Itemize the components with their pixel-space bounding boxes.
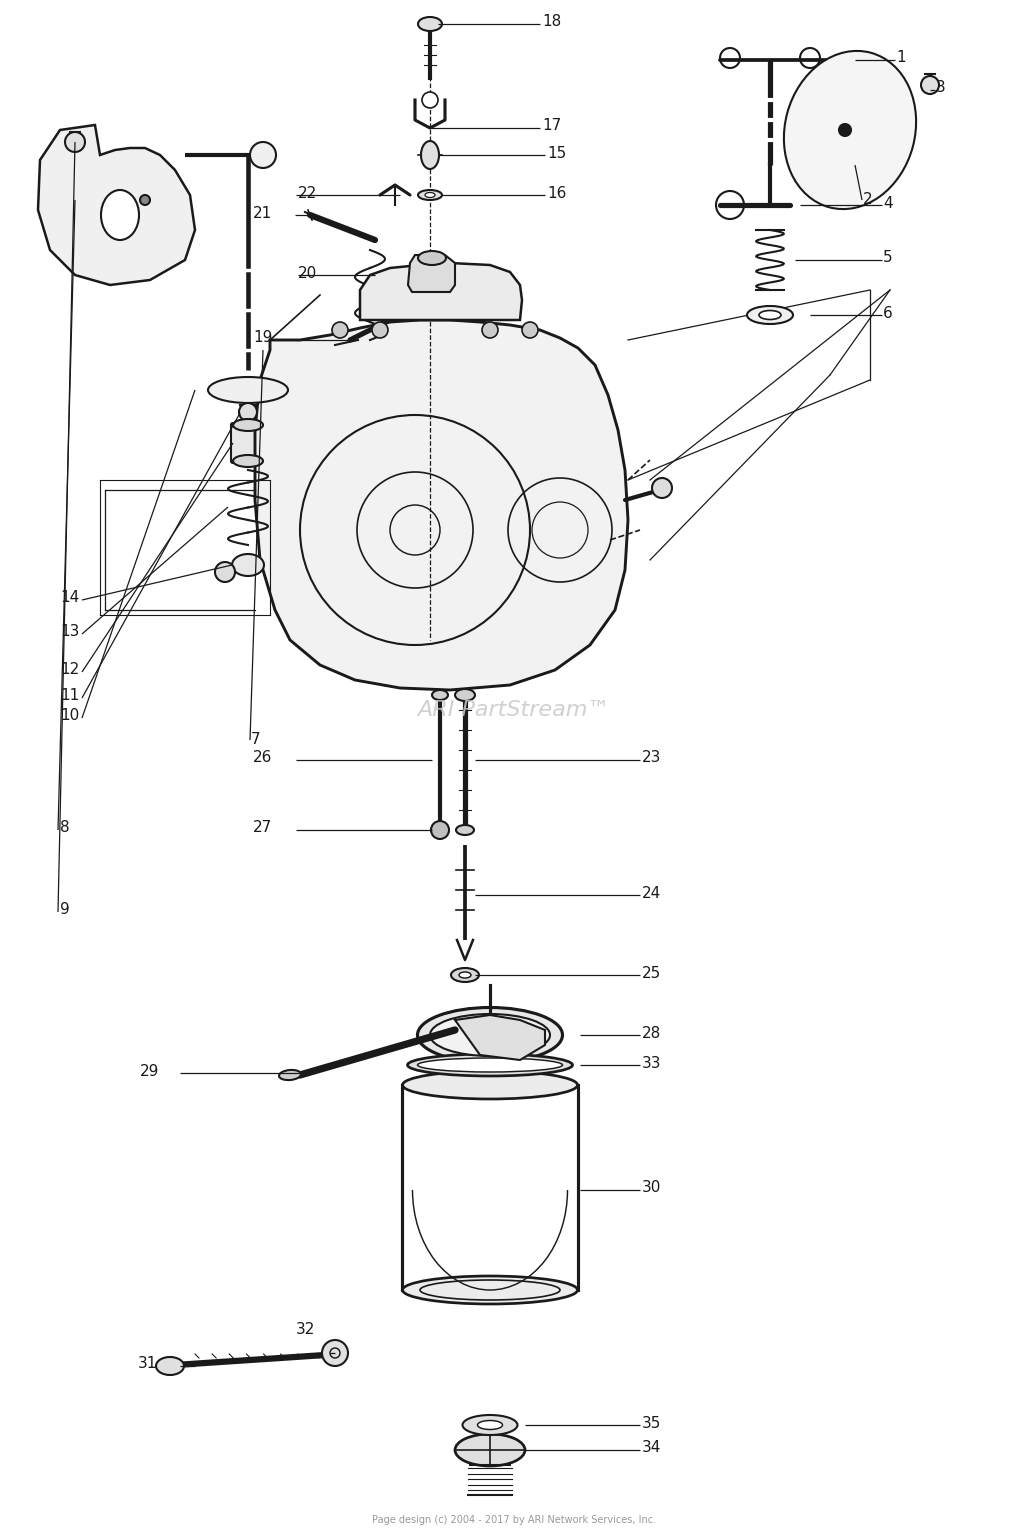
Ellipse shape: [232, 554, 264, 576]
Ellipse shape: [747, 306, 793, 324]
Ellipse shape: [463, 1415, 517, 1435]
Ellipse shape: [432, 690, 448, 700]
Text: 20: 20: [298, 266, 318, 281]
Text: 32: 32: [296, 1322, 316, 1338]
Polygon shape: [38, 124, 195, 286]
Circle shape: [215, 562, 235, 582]
Circle shape: [423, 92, 438, 108]
Ellipse shape: [418, 17, 442, 31]
Ellipse shape: [233, 455, 263, 467]
Text: 19: 19: [253, 330, 272, 346]
Text: Page design (c) 2004 - 2017 by ARI Network Services, Inc.: Page design (c) 2004 - 2017 by ARI Netwo…: [372, 1514, 656, 1525]
Circle shape: [372, 323, 388, 338]
Text: 2: 2: [862, 192, 873, 207]
Text: 35: 35: [642, 1416, 661, 1430]
Polygon shape: [255, 319, 628, 690]
Ellipse shape: [403, 1276, 578, 1304]
Ellipse shape: [784, 51, 916, 209]
Text: 3: 3: [937, 80, 946, 95]
Text: 24: 24: [642, 885, 661, 900]
Text: 4: 4: [883, 197, 892, 212]
Text: 5: 5: [883, 250, 892, 266]
Text: 12: 12: [60, 662, 79, 677]
Circle shape: [522, 323, 538, 338]
Text: 15: 15: [547, 146, 566, 160]
Ellipse shape: [455, 690, 475, 700]
FancyBboxPatch shape: [231, 422, 265, 462]
Ellipse shape: [430, 1014, 550, 1057]
Ellipse shape: [425, 192, 435, 198]
Text: 13: 13: [60, 625, 79, 639]
Ellipse shape: [759, 310, 781, 319]
Circle shape: [839, 124, 851, 137]
Polygon shape: [408, 255, 455, 292]
Text: 29: 29: [140, 1063, 159, 1078]
Circle shape: [431, 822, 449, 839]
Ellipse shape: [417, 1058, 562, 1072]
Ellipse shape: [417, 1008, 562, 1063]
Text: 16: 16: [547, 186, 566, 201]
Text: 7: 7: [251, 733, 261, 748]
Polygon shape: [455, 1015, 545, 1060]
Text: 10: 10: [60, 708, 79, 723]
Text: 26: 26: [253, 751, 272, 765]
Text: 18: 18: [542, 14, 561, 29]
Ellipse shape: [101, 190, 139, 240]
Text: 25: 25: [642, 966, 661, 980]
Text: 9: 9: [60, 903, 70, 917]
Text: 22: 22: [298, 186, 318, 201]
Text: 28: 28: [642, 1026, 661, 1040]
Ellipse shape: [477, 1421, 503, 1430]
Text: 1: 1: [896, 51, 906, 66]
Text: 8: 8: [60, 820, 70, 836]
Ellipse shape: [421, 141, 439, 169]
Text: 14: 14: [60, 590, 79, 605]
Text: 31: 31: [138, 1356, 157, 1372]
Text: 21: 21: [253, 206, 272, 221]
Circle shape: [482, 323, 498, 338]
Circle shape: [652, 478, 672, 498]
Ellipse shape: [418, 190, 442, 200]
Ellipse shape: [458, 972, 471, 978]
Ellipse shape: [456, 825, 474, 836]
Text: 11: 11: [60, 688, 79, 703]
Polygon shape: [360, 263, 522, 319]
Ellipse shape: [156, 1356, 184, 1375]
Circle shape: [322, 1339, 348, 1366]
Text: 33: 33: [642, 1055, 661, 1071]
Text: 23: 23: [642, 751, 661, 765]
Text: 27: 27: [253, 820, 272, 836]
Ellipse shape: [208, 376, 288, 402]
Circle shape: [140, 195, 150, 204]
Circle shape: [65, 132, 85, 152]
Ellipse shape: [407, 1054, 573, 1077]
Ellipse shape: [279, 1071, 301, 1080]
Text: 17: 17: [542, 118, 561, 134]
Circle shape: [332, 323, 348, 338]
Ellipse shape: [455, 1435, 525, 1465]
Text: 30: 30: [642, 1181, 661, 1195]
Text: ARI PartStream™: ARI PartStream™: [417, 700, 611, 720]
Ellipse shape: [418, 250, 446, 266]
Circle shape: [238, 402, 257, 421]
Circle shape: [250, 141, 276, 167]
Ellipse shape: [451, 968, 479, 982]
Ellipse shape: [233, 419, 263, 432]
Circle shape: [921, 75, 939, 94]
Text: 34: 34: [642, 1441, 661, 1456]
Text: 6: 6: [883, 307, 892, 321]
Ellipse shape: [403, 1071, 578, 1098]
